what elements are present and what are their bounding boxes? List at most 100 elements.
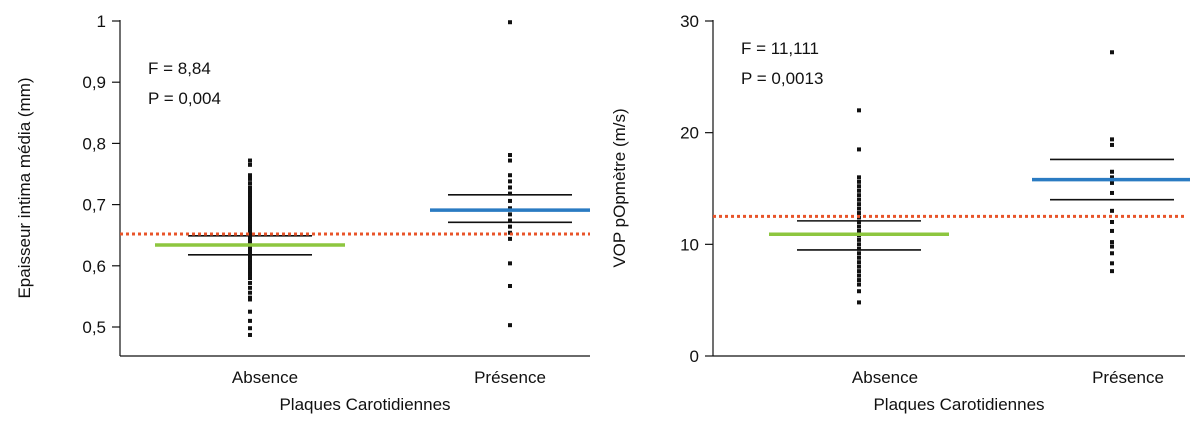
data-point <box>1110 269 1114 274</box>
data-point <box>248 217 252 222</box>
data-point <box>857 184 861 189</box>
data-point <box>1110 228 1114 233</box>
y-tick-label: 0,6 <box>82 257 106 276</box>
data-point <box>857 264 861 269</box>
data-point <box>857 193 861 198</box>
data-point <box>248 297 252 302</box>
data-point <box>248 211 252 216</box>
data-point <box>1110 244 1114 249</box>
data-point <box>1110 220 1114 224</box>
data-point <box>857 237 861 242</box>
data-point <box>248 196 252 201</box>
data-point <box>508 191 512 196</box>
data-point <box>248 220 252 225</box>
data-point <box>508 283 512 288</box>
data-point <box>248 257 252 262</box>
data-point <box>248 173 252 178</box>
data-point <box>248 261 252 266</box>
data-point <box>1110 169 1114 174</box>
data-point <box>1110 251 1114 256</box>
y-tick-label: 0,8 <box>82 134 106 153</box>
data-point <box>248 203 252 208</box>
y-tick-label: 0,7 <box>82 196 106 215</box>
data-point <box>508 173 512 178</box>
data-point <box>857 197 861 202</box>
x-tick-label: Absence <box>232 368 298 387</box>
data-point <box>1110 137 1114 142</box>
data-point <box>248 309 252 314</box>
data-point <box>857 251 861 256</box>
data-point <box>248 254 252 259</box>
data-point <box>248 185 252 190</box>
data-point <box>248 318 252 323</box>
data-point <box>857 300 861 305</box>
data-point <box>857 179 861 184</box>
data-point <box>857 273 861 278</box>
data-point <box>248 332 252 337</box>
y-tick-label: 0 <box>690 347 699 366</box>
data-point <box>857 188 861 193</box>
data-point <box>857 246 861 251</box>
data-point <box>857 108 861 113</box>
data-point <box>857 202 861 207</box>
data-point <box>857 269 861 274</box>
data-point <box>248 290 252 295</box>
data-point <box>248 247 252 252</box>
data-point <box>248 192 252 197</box>
data-point <box>248 224 252 229</box>
data-point <box>248 280 252 285</box>
data-point <box>508 323 512 328</box>
data-point <box>508 179 512 184</box>
data-point <box>857 260 861 265</box>
stat-annotation: P = 0,0013 <box>741 69 823 88</box>
data-point <box>248 200 252 205</box>
data-point <box>248 176 252 181</box>
y-tick-label: 10 <box>680 235 699 254</box>
chart-intima-media-svg: 1 0,9 0,8 0,7 0,6 0,5 Absence Présence Plaques C… <box>15 12 590 414</box>
data-point <box>857 278 861 283</box>
data-point <box>248 162 252 167</box>
data-point <box>248 214 252 219</box>
stat-annotation: P = 0,004 <box>148 89 221 108</box>
data-point <box>1110 240 1114 245</box>
x-tick-label: Présence <box>1092 368 1164 387</box>
stat-annotation: F = 8,84 <box>148 59 211 78</box>
data-point <box>1110 175 1114 180</box>
data-point <box>857 242 861 247</box>
data-point <box>248 268 252 273</box>
data-point <box>508 212 512 217</box>
y-tick-label: 1 <box>97 12 106 31</box>
data-point <box>248 272 252 277</box>
y-tick-label: 30 <box>680 12 699 31</box>
chart-panel-vop: 30 20 10 0 Absence Présence Plaques Carotidien… <box>595 0 1190 418</box>
data-point <box>857 224 861 229</box>
data-point <box>248 250 252 255</box>
data-point <box>508 261 512 266</box>
y-tick-label: 0,5 <box>82 318 106 337</box>
x-tick-label: Présence <box>474 368 546 387</box>
data-point <box>1110 180 1114 185</box>
data-point <box>248 207 252 212</box>
data-point <box>248 158 252 163</box>
data-point <box>248 285 252 290</box>
data-point <box>857 289 861 294</box>
data-point <box>1110 142 1114 147</box>
data-point <box>248 276 252 281</box>
stat-annotation: F = 11,111 <box>741 39 819 58</box>
chart-panel-intima-media: 1 0,9 0,8 0,7 0,6 0,5 Absence Présence Plaques C… <box>0 0 595 418</box>
data-point <box>508 224 512 229</box>
data-point <box>1110 50 1114 55</box>
data-point <box>248 227 252 232</box>
data-point <box>248 237 252 242</box>
data-point <box>508 158 512 163</box>
data-point <box>248 326 252 331</box>
data-point <box>857 228 861 233</box>
data-point <box>508 198 512 203</box>
data-point <box>857 220 861 224</box>
data-point <box>857 211 861 216</box>
data-point <box>508 20 512 25</box>
x-axis-title: Plaques Carotidiennes <box>873 395 1044 414</box>
y-tick-label: 0,9 <box>82 73 106 92</box>
data-point <box>857 282 861 287</box>
data-point <box>508 218 512 223</box>
